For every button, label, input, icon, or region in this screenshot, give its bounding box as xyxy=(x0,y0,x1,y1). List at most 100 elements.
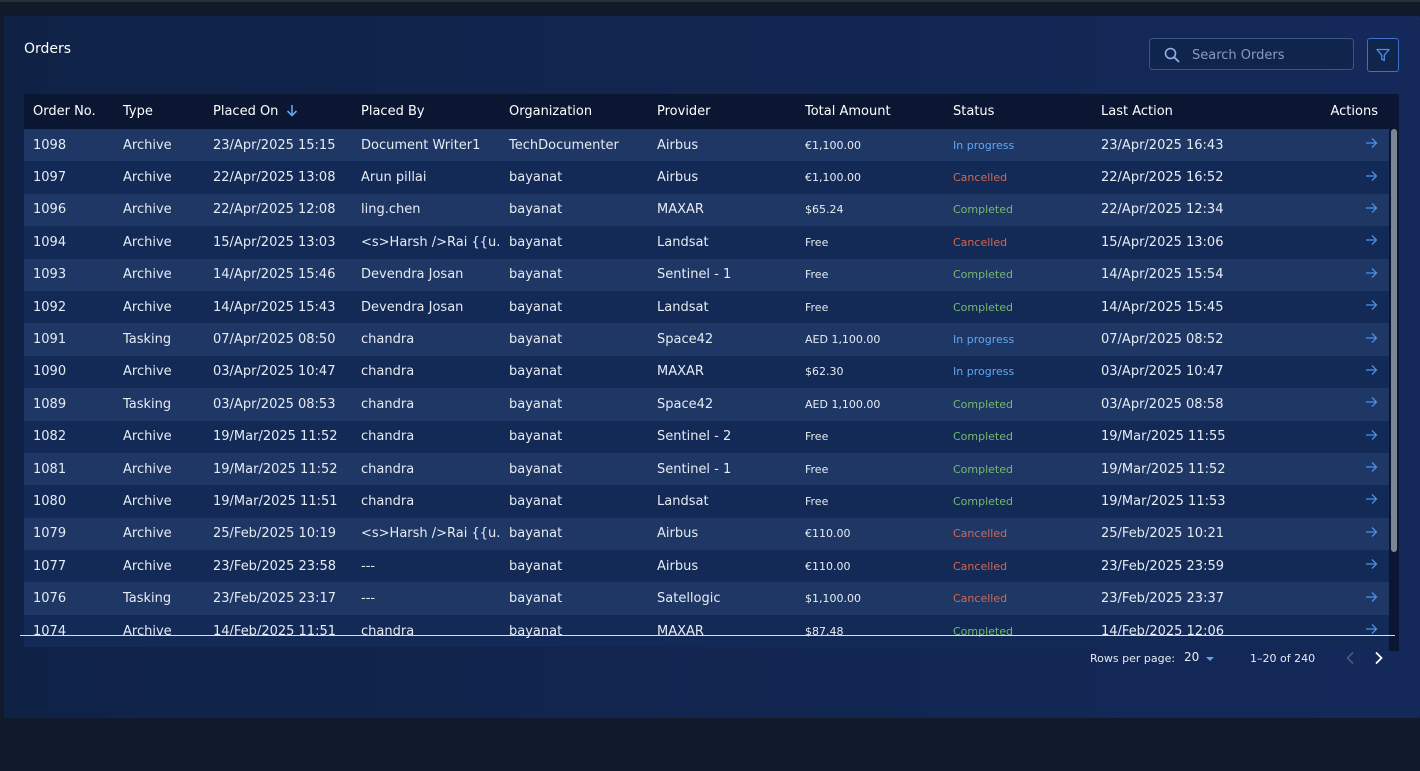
column-header-type[interactable]: Type xyxy=(123,104,153,119)
table-row[interactable]: 1080 Archive 19/Mar/2025 11:51 chandra bayan… xyxy=(24,485,1399,518)
total-amount-cell: $1,100.00 xyxy=(805,592,861,606)
arrow-right-icon[interactable] xyxy=(1365,137,1378,149)
total-amount-cell: Free xyxy=(805,268,829,282)
arrow-right-icon[interactable] xyxy=(1365,364,1378,376)
arrow-right-icon[interactable] xyxy=(1365,429,1378,441)
column-header-order-no[interactable]: Order No. xyxy=(33,104,96,119)
provider-cell: MAXAR xyxy=(657,364,704,380)
status-cell: Completed xyxy=(953,430,1013,444)
organization-cell: bayanat xyxy=(509,461,563,477)
arrow-right-icon[interactable] xyxy=(1365,332,1378,344)
provider-cell: Airbus xyxy=(657,137,699,153)
table-row[interactable]: 1097 Archive 22/Apr/2025 13:08 Arun pillai b… xyxy=(24,161,1399,194)
order-type-cell: Tasking xyxy=(123,591,172,607)
placed-on-cell: 19/Mar/2025 11:51 xyxy=(213,493,338,509)
arrow-right-icon[interactable] xyxy=(1365,558,1378,570)
total-amount-cell: $65.24 xyxy=(805,203,844,217)
column-header-organization[interactable]: Organization xyxy=(509,104,593,119)
row-action-cell xyxy=(1287,493,1399,509)
status-cell: Completed xyxy=(953,300,1013,314)
order-number-cell: 1091 xyxy=(33,332,67,348)
arrow-right-icon[interactable] xyxy=(1365,623,1378,635)
table-row[interactable]: 1092 Archive 14/Apr/2025 15:43 Devendra Jos… xyxy=(24,290,1399,324)
table-row[interactable]: 1098 Archive 23/Apr/2025 15:15 Document Wri… xyxy=(24,129,1399,162)
status-cell: Completed xyxy=(953,268,1013,282)
arrow-right-icon[interactable] xyxy=(1365,202,1378,214)
arrow-right-icon[interactable] xyxy=(1365,526,1378,538)
arrow-right-icon[interactable] xyxy=(1365,299,1378,311)
arrow-right-icon[interactable] xyxy=(1365,591,1378,603)
last-action-cell: 19/Mar/2025 11:55 xyxy=(1101,429,1226,445)
total-amount-cell: €110.00 xyxy=(805,527,851,541)
table-row[interactable]: 1094 Archive 15/Apr/2025 13:03 <s>Harsh />R… xyxy=(24,226,1399,259)
arrow-right-icon[interactable] xyxy=(1365,170,1378,182)
organization-cell: bayanat xyxy=(509,267,563,283)
arrow-right-icon[interactable] xyxy=(1365,234,1378,246)
arrow-right-icon[interactable] xyxy=(1365,461,1378,473)
placed-on-cell: 14/Feb/2025 11:51 xyxy=(213,623,336,639)
placed-on-cell: 03/Apr/2025 08:53 xyxy=(213,396,336,412)
column-header-placed-on[interactable]: Placed On xyxy=(204,104,352,119)
table-row[interactable]: 1089 Tasking 03/Apr/2025 08:53 chandra bayan… xyxy=(24,388,1399,421)
order-type-cell: Archive xyxy=(123,526,172,542)
previous-page-button[interactable] xyxy=(1345,651,1355,669)
table-scrollbar[interactable] xyxy=(1389,129,1399,651)
order-type-cell: Archive xyxy=(123,267,172,283)
rows-per-page-select[interactable]: 20 xyxy=(1184,650,1200,664)
column-header-status[interactable]: Status xyxy=(953,104,995,119)
status-cell: Completed xyxy=(953,397,1013,411)
search-icon xyxy=(1164,47,1180,63)
placed-on-cell: 23/Apr/2025 15:15 xyxy=(213,137,336,153)
table-row[interactable]: 1096 Archive 22/Apr/2025 12:08 ling.chen bay… xyxy=(24,193,1399,227)
search-box[interactable] xyxy=(1149,38,1354,70)
arrow-right-icon[interactable] xyxy=(1365,493,1378,505)
column-header-last-action[interactable]: Last Action xyxy=(1101,104,1173,119)
placed-by-cell: chandra xyxy=(361,493,415,509)
filter-button[interactable] xyxy=(1367,38,1399,72)
column-header-provider[interactable]: Provider xyxy=(657,104,711,119)
placed-by-cell: <s>Harsh />Rai {{u... xyxy=(361,526,500,542)
order-type-cell: Archive xyxy=(123,461,172,477)
table-row[interactable]: 1081 Archive 19/Mar/2025 11:52 chandra bayan… xyxy=(24,452,1399,486)
total-amount-cell: €110.00 xyxy=(805,559,851,573)
order-number-cell: 1090 xyxy=(33,364,67,380)
last-action-cell: 19/Mar/2025 11:53 xyxy=(1101,493,1226,509)
column-header-placed-by[interactable]: Placed By xyxy=(361,104,425,119)
status-cell: Cancelled xyxy=(953,592,1008,606)
table-row[interactable]: 1076 Tasking 23/Feb/2025 23:17 --- bayanat Sa… xyxy=(24,582,1399,615)
order-type-cell: Tasking xyxy=(123,332,172,348)
chevron-down-icon[interactable] xyxy=(1205,656,1215,662)
table-row[interactable]: 1093 Archive 14/Apr/2025 15:46 Devendra Jos… xyxy=(24,258,1399,291)
last-action-cell: 15/Apr/2025 13:06 xyxy=(1101,234,1224,250)
placed-on-cell: 19/Mar/2025 11:52 xyxy=(213,461,338,477)
placed-by-cell: chandra xyxy=(361,364,415,380)
organization-cell: bayanat xyxy=(509,493,563,509)
next-page-button[interactable] xyxy=(1374,651,1384,669)
sort-arrow-down-icon[interactable] xyxy=(286,104,298,117)
total-amount-cell: €1,100.00 xyxy=(805,138,861,152)
chevron-right-icon xyxy=(1375,651,1383,665)
arrow-right-icon[interactable] xyxy=(1365,267,1378,279)
table-row[interactable]: 1090 Archive 03/Apr/2025 10:47 chandra bayan… xyxy=(24,355,1399,389)
placed-on-cell: 22/Apr/2025 13:08 xyxy=(213,170,336,186)
column-header-total-amount[interactable]: Total Amount xyxy=(805,104,891,119)
orders-table: Order No. Type Placed On Placed By Organ… xyxy=(24,94,1399,651)
provider-cell: Satellogic xyxy=(657,591,721,607)
provider-cell: Landsat xyxy=(657,493,709,509)
table-row[interactable]: 1091 Tasking 07/Apr/2025 08:50 chandra bayan… xyxy=(24,323,1399,356)
search-input[interactable] xyxy=(1190,45,1349,65)
table-row[interactable]: 1082 Archive 19/Mar/2025 11:52 chandra bayan… xyxy=(24,420,1399,453)
table-row[interactable]: 1079 Archive 25/Feb/2025 10:19 <s>Harsh />R… xyxy=(24,517,1399,551)
table-row[interactable]: 1077 Archive 23/Feb/2025 23:58 --- bayanat Ai… xyxy=(24,550,1399,583)
placed-by-cell: <s>Harsh />Rai {{u... xyxy=(361,234,500,250)
row-action-cell xyxy=(1287,396,1399,412)
last-action-cell: 07/Apr/2025 08:52 xyxy=(1101,332,1224,348)
arrow-right-icon[interactable] xyxy=(1365,396,1378,408)
placed-by-cell: Devendra Josan xyxy=(361,299,464,315)
last-action-cell: 14/Apr/2025 15:45 xyxy=(1101,299,1224,315)
scrollbar-thumb[interactable] xyxy=(1391,129,1397,552)
table-row[interactable]: 1074 Archive 14/Feb/2025 11:51 chandra bayan… xyxy=(24,614,1399,648)
provider-cell: Landsat xyxy=(657,234,709,250)
column-header-placed-on-label: Placed On xyxy=(213,104,279,119)
order-number-cell: 1098 xyxy=(33,137,67,153)
